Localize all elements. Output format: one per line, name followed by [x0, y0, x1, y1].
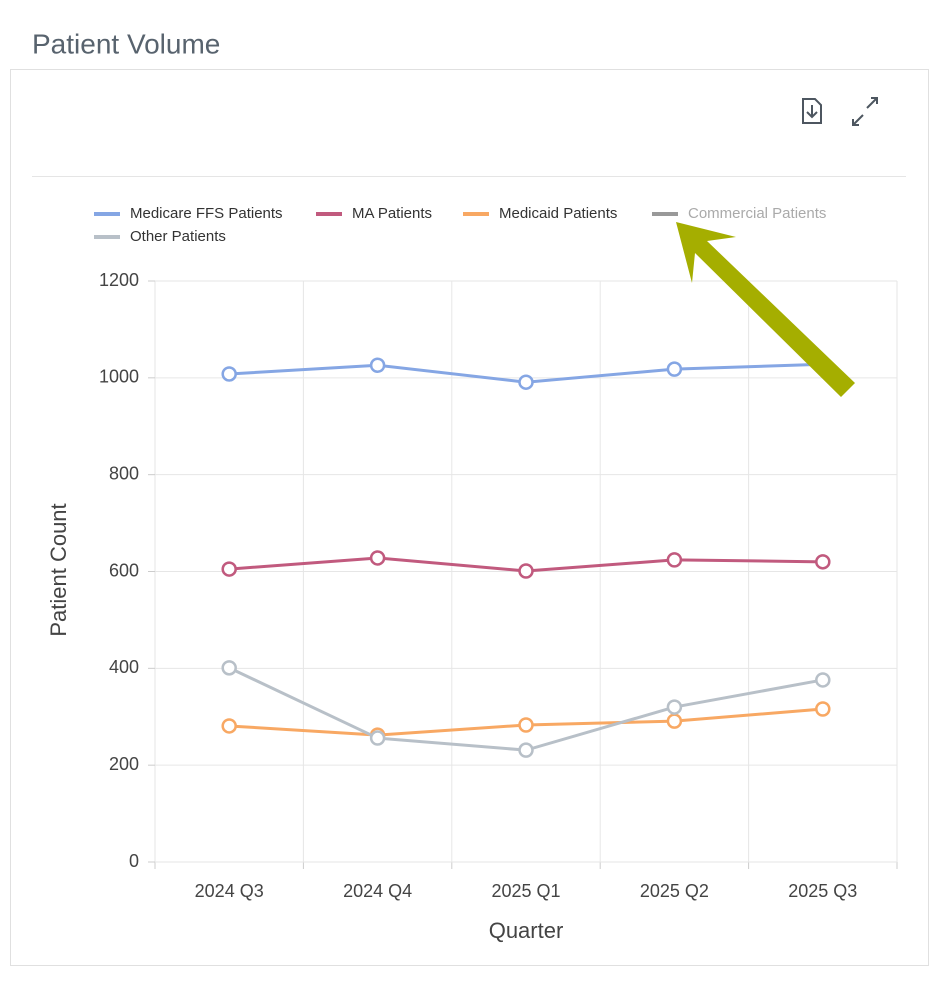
y-tick-label: 1200 — [99, 270, 139, 290]
legend-label[interactable]: Medicaid Patients — [499, 205, 617, 222]
legend-label[interactable]: Commercial Patients — [688, 205, 826, 222]
data-point — [221, 718, 237, 734]
plot-area: 0 200 400 600 800 1000 1200 2024 Q3 2024 Q4 2025 … — [94, 205, 898, 901]
expand-icon[interactable] — [852, 97, 878, 126]
legend-label[interactable]: Medicare FFS Patients — [130, 205, 283, 222]
x-tick-label: 2024 Q3 — [195, 881, 264, 901]
card — [10, 69, 929, 966]
x-tick-label: 2025 Q2 — [640, 881, 709, 901]
data-point — [518, 742, 534, 758]
legend-label[interactable]: Other Patients — [130, 228, 226, 245]
data-point — [518, 717, 534, 733]
data-point — [369, 730, 386, 746]
data-point — [369, 357, 386, 373]
data-point — [815, 672, 831, 688]
x-axis-label: Quarter — [489, 918, 564, 943]
data-point — [518, 563, 534, 579]
x-tick-label: 2025 Q3 — [788, 881, 857, 901]
data-point — [666, 361, 683, 377]
y-tick-label: 0 — [129, 851, 139, 871]
y-tick-label: 800 — [109, 463, 139, 483]
data-point — [221, 660, 237, 676]
download-icon[interactable] — [802, 98, 822, 124]
page-title: Patient Volume — [32, 28, 220, 59]
data-point — [221, 366, 237, 382]
data-point — [815, 701, 831, 717]
data-point — [666, 552, 683, 568]
y-tick-label: 600 — [109, 560, 139, 580]
annotation-arrow — [676, 222, 855, 397]
y-axis-label: Patient Count — [46, 503, 71, 636]
y-tick-label: 200 — [109, 754, 139, 774]
data-point — [518, 374, 534, 390]
y-tick-label: 1000 — [99, 367, 139, 387]
x-tick-label: 2025 Q1 — [491, 881, 560, 901]
data-point — [221, 561, 237, 577]
data-point — [666, 713, 683, 729]
y-tick-label: 400 — [109, 657, 139, 677]
data-point — [666, 699, 683, 715]
legend-label[interactable]: MA Patients — [352, 205, 432, 222]
data-point — [815, 554, 831, 570]
data-point — [369, 550, 386, 566]
x-tick-label: 2024 Q4 — [343, 881, 412, 901]
